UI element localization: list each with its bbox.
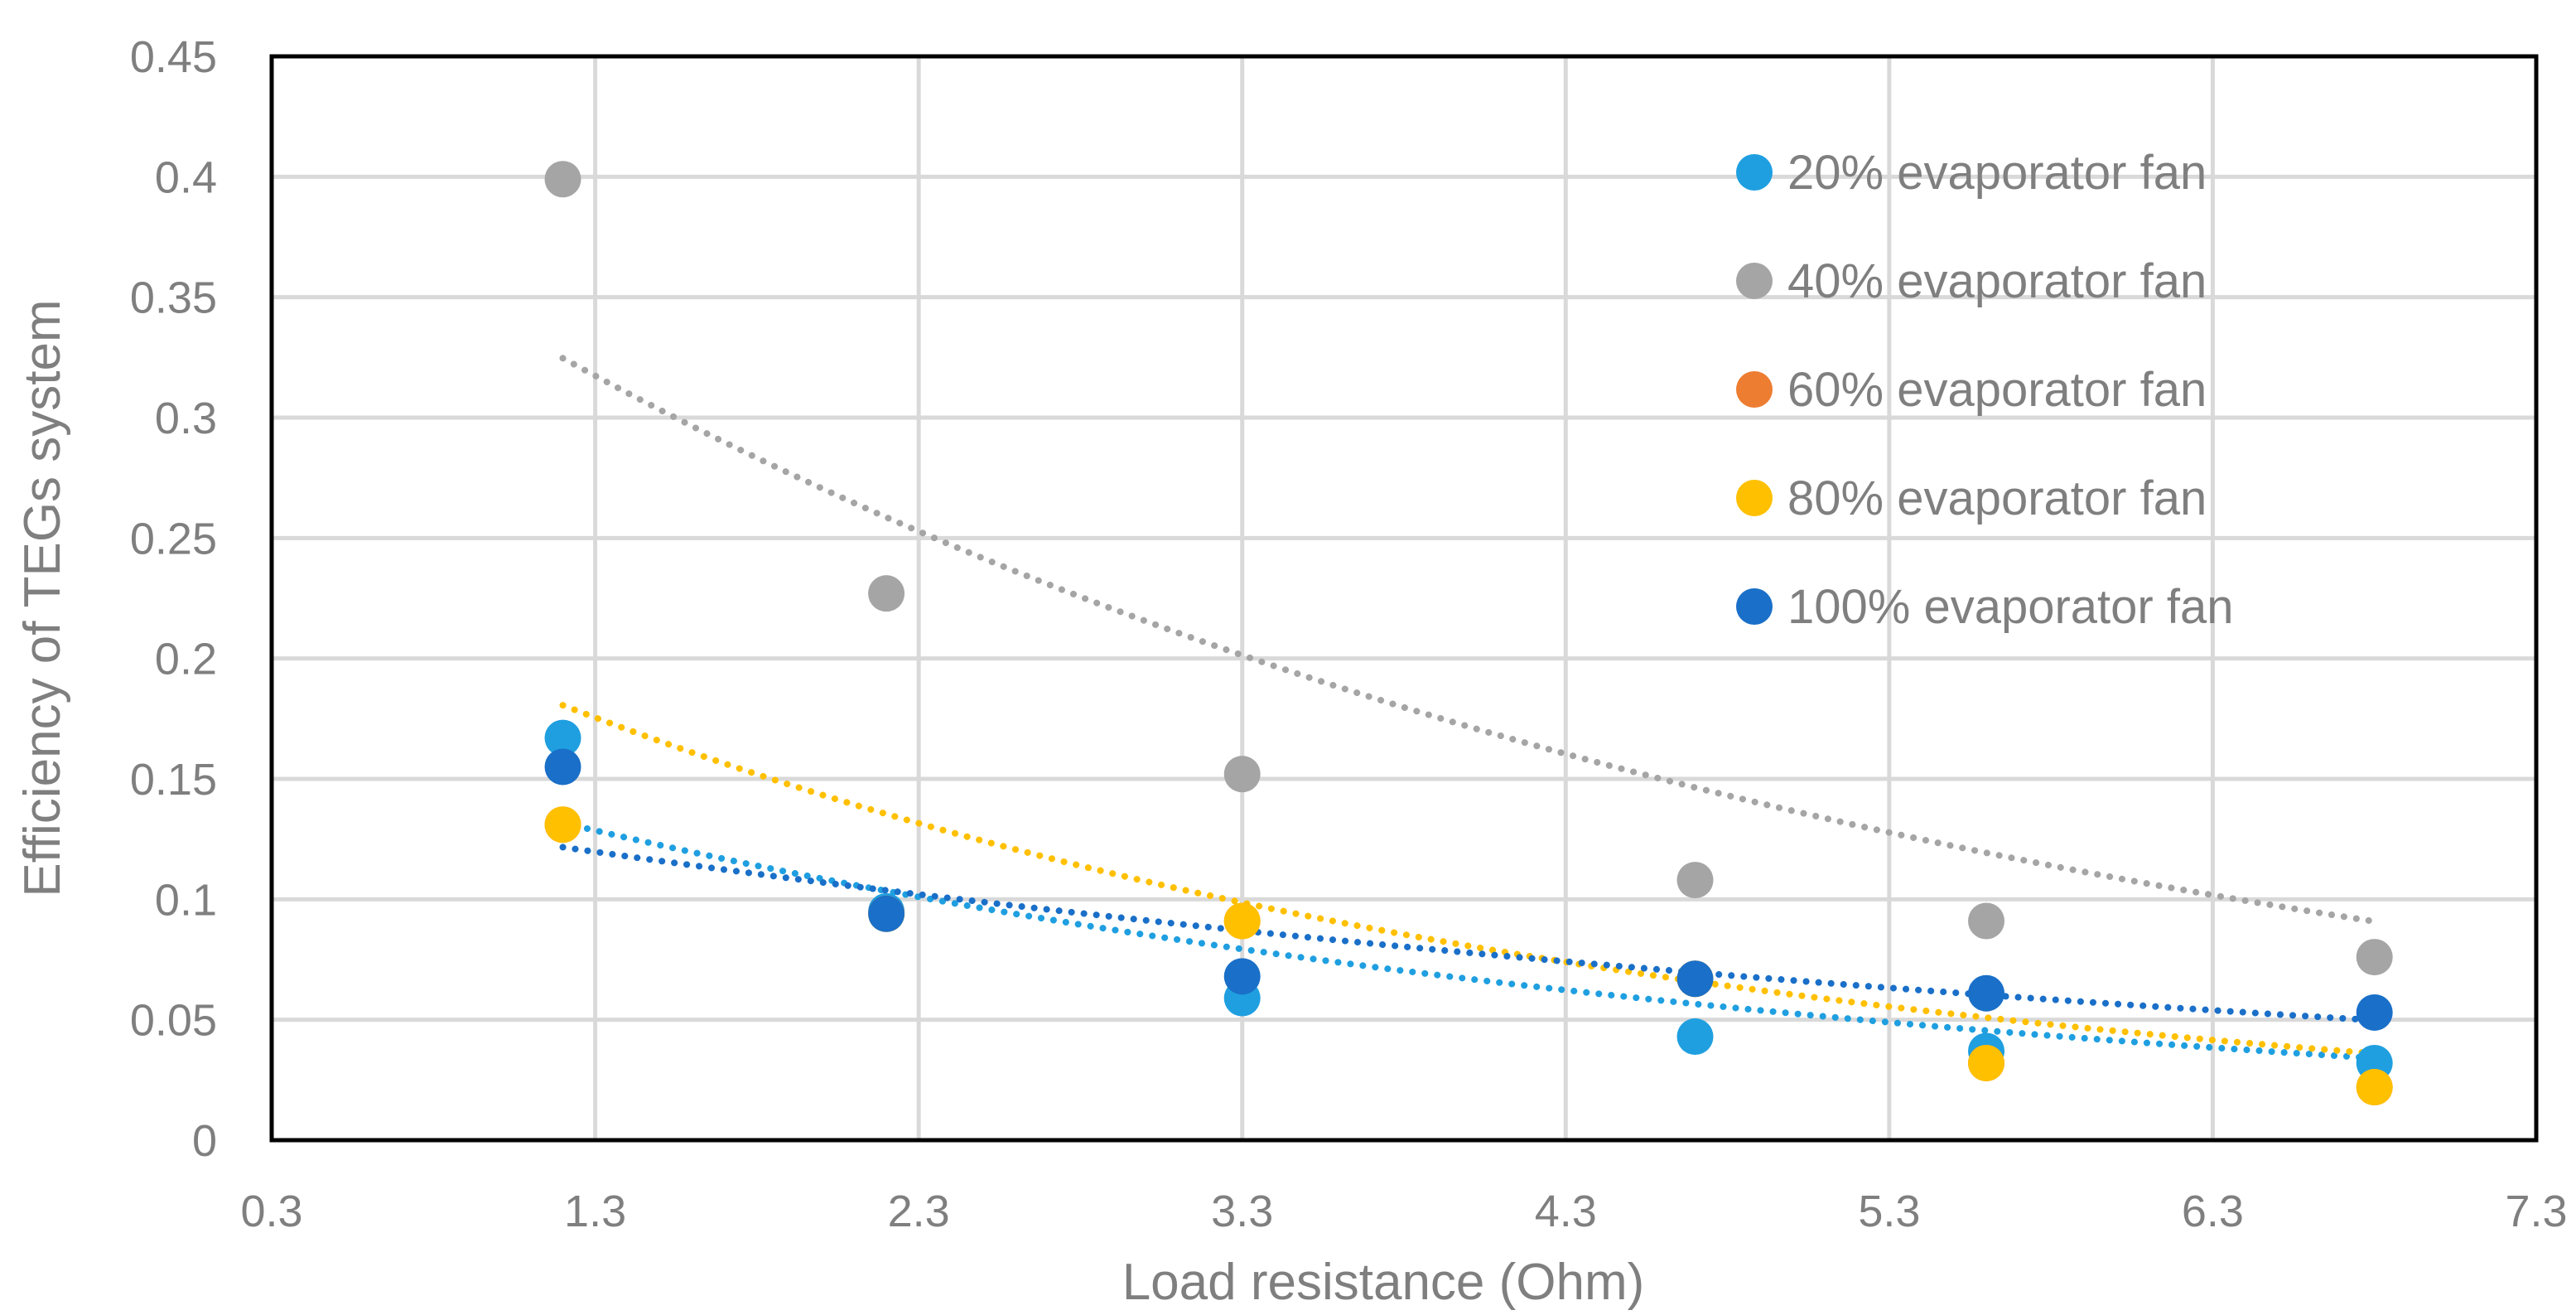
trendline — [559, 819, 2378, 1061]
trendline — [559, 702, 2378, 1057]
plot-area-frame — [269, 54, 2539, 1143]
trendline — [559, 844, 2378, 1024]
x-tick-label: 2.3 — [888, 1187, 950, 1236]
x-tick-label: 3.3 — [1211, 1187, 1273, 1236]
x-axis-title: Load resistance (Ohm) — [1122, 1254, 1645, 1311]
y-tick-label: 0.3 — [155, 394, 217, 443]
data-point — [1676, 960, 1714, 998]
legend-marker — [1736, 588, 1773, 625]
y-tick-label: 0.35 — [130, 273, 217, 323]
gridlines — [272, 56, 2536, 1140]
x-tick-label: 7.3 — [2505, 1187, 2567, 1236]
y-tick-label: 0.25 — [130, 514, 217, 563]
y-axis-title: Efficiency of TEGs system — [14, 299, 71, 897]
tick-labels: 0 0.05 0.1 0.15 0.2 0.25 0.3 0.35 0.4 0.45 0.3 1.3 2… — [130, 32, 2568, 1236]
legend-marker — [1736, 263, 1773, 299]
data-point — [1223, 756, 1261, 793]
data-point — [544, 748, 581, 786]
legend-label: 60% evaporator fan — [1787, 363, 2207, 417]
x-tick-label: 1.3 — [564, 1187, 626, 1236]
data-point — [1676, 1018, 1714, 1056]
trendline — [559, 355, 2378, 925]
legend-label: 40% evaporator fan — [1787, 254, 2207, 308]
y-tick-label: 0.05 — [130, 996, 217, 1046]
data-point — [2356, 994, 2393, 1031]
y-tick-label: 0.4 — [155, 152, 217, 202]
y-tick-label: 0 — [192, 1116, 217, 1166]
data-point — [1968, 1044, 2005, 1081]
y-tick-label: 0.1 — [155, 875, 217, 925]
x-tick-label: 5.3 — [1858, 1187, 1920, 1236]
data-point — [1968, 974, 2005, 1012]
legend: 20% evaporator fan 40% evaporator fan 60% … — [1736, 146, 2233, 634]
trendlines — [559, 355, 2378, 1061]
data-point — [868, 895, 905, 932]
data-point — [868, 575, 905, 612]
y-tick-label: 0.15 — [130, 755, 217, 805]
legend-marker — [1736, 371, 1773, 408]
legend-marker — [1736, 480, 1773, 516]
data-point — [544, 161, 581, 198]
data-points — [544, 161, 2393, 1106]
data-point — [544, 719, 581, 757]
legend-label: 100% evaporator fan — [1787, 580, 2233, 634]
y-tick-label: 0.2 — [155, 635, 217, 684]
data-point — [2356, 1069, 2393, 1106]
x-tick-label: 0.3 — [240, 1187, 302, 1236]
x-tick-label: 4.3 — [1535, 1187, 1597, 1236]
data-point — [1223, 902, 1261, 940]
legend-label: 20% evaporator fan — [1787, 146, 2207, 200]
data-point — [1968, 902, 2005, 940]
legend-label: 80% evaporator fan — [1787, 471, 2207, 525]
x-tick-label: 6.3 — [2182, 1187, 2244, 1236]
legend-marker — [1736, 154, 1773, 191]
data-point — [2356, 939, 2393, 976]
data-point — [1676, 862, 1714, 899]
y-tick-label: 0.45 — [130, 32, 217, 82]
data-point — [544, 806, 581, 844]
data-point — [1223, 958, 1261, 995]
